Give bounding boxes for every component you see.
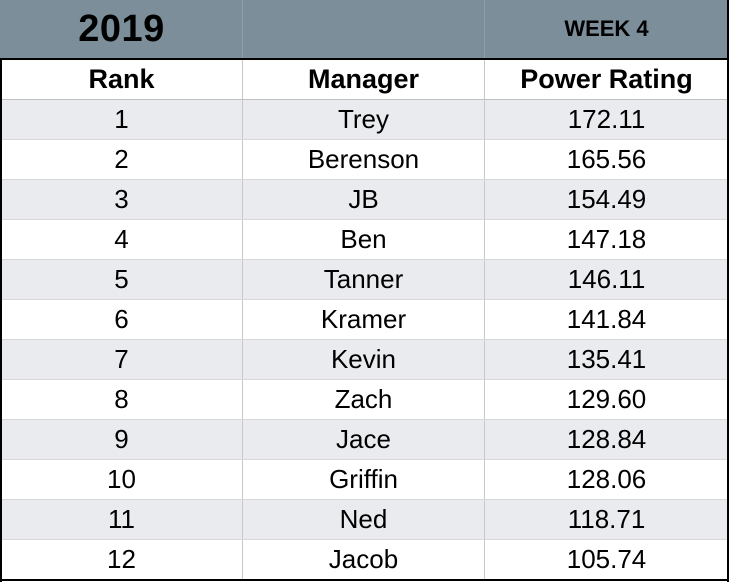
power-rating-cell[interactable]: 154.49 [484, 179, 729, 220]
rank-cell[interactable]: 4 [0, 219, 243, 260]
rank-cell[interactable]: 7 [0, 339, 243, 380]
manager-header[interactable]: Manager [242, 59, 485, 100]
table-row: 3 JB 154.49 [0, 179, 729, 220]
power-rating-cell[interactable]: 118.71 [484, 499, 729, 540]
power-rating-cell[interactable]: 128.06 [484, 459, 729, 500]
table-right-border [727, 0, 729, 582]
manager-cell[interactable]: Zach [242, 379, 485, 420]
rank-cell[interactable]: 3 [0, 179, 243, 220]
manager-cell[interactable]: Kramer [242, 299, 485, 340]
column-header-row: Rank Manager Power Rating [0, 59, 729, 100]
table-row: 1 Trey 172.11 [0, 99, 729, 140]
manager-cell[interactable]: Jace [242, 419, 485, 460]
rank-cell[interactable]: 8 [0, 379, 243, 420]
table-row: 11 Ned 118.71 [0, 499, 729, 540]
title-row: 2019 WEEK 4 [0, 0, 729, 60]
rank-cell[interactable]: 2 [0, 139, 243, 180]
power-rating-cell[interactable]: 146.11 [484, 259, 729, 300]
power-rating-cell[interactable]: 172.11 [484, 99, 729, 140]
rank-cell[interactable]: 10 [0, 459, 243, 500]
table-row: 12 Jacob 105.74 [0, 539, 729, 581]
power-rating-cell[interactable]: 135.41 [484, 339, 729, 380]
title-middle-cell[interactable] [242, 0, 485, 60]
table-row: 5 Tanner 146.11 [0, 259, 729, 300]
power-rating-header[interactable]: Power Rating [484, 59, 729, 100]
table-row: 8 Zach 129.60 [0, 379, 729, 420]
manager-cell[interactable]: Kevin [242, 339, 485, 380]
table-row: 6 Kramer 141.84 [0, 299, 729, 340]
power-rating-cell[interactable]: 165.56 [484, 139, 729, 180]
rank-cell[interactable]: 5 [0, 259, 243, 300]
rank-cell[interactable]: 12 [0, 539, 243, 581]
year-cell[interactable]: 2019 [0, 0, 243, 60]
power-rating-cell[interactable]: 147.18 [484, 219, 729, 260]
manager-cell[interactable]: Ben [242, 219, 485, 260]
table-row: 10 Griffin 128.06 [0, 459, 729, 500]
rank-cell[interactable]: 9 [0, 419, 243, 460]
power-rating-cell[interactable]: 128.84 [484, 419, 729, 460]
power-rating-cell[interactable]: 105.74 [484, 539, 729, 581]
table-row: 2 Berenson 165.56 [0, 139, 729, 180]
manager-cell[interactable]: Griffin [242, 459, 485, 500]
manager-cell[interactable]: Trey [242, 99, 485, 140]
table-row: 9 Jace 128.84 [0, 419, 729, 460]
rank-header[interactable]: Rank [0, 59, 243, 100]
rank-cell[interactable]: 6 [0, 299, 243, 340]
manager-cell[interactable]: Ned [242, 499, 485, 540]
rank-cell[interactable]: 11 [0, 499, 243, 540]
manager-cell[interactable]: Jacob [242, 539, 485, 581]
week-cell[interactable]: WEEK 4 [484, 0, 729, 60]
power-rating-cell[interactable]: 129.60 [484, 379, 729, 420]
table-left-border [0, 60, 2, 582]
manager-cell[interactable]: JB [242, 179, 485, 220]
rank-cell[interactable]: 1 [0, 99, 243, 140]
manager-cell[interactable]: Berenson [242, 139, 485, 180]
week-label: WEEK 4 [564, 16, 649, 41]
power-rating-cell[interactable]: 141.84 [484, 299, 729, 340]
year-label: 2019 [78, 7, 165, 50]
table-row: 7 Kevin 135.41 [0, 339, 729, 380]
manager-cell[interactable]: Tanner [242, 259, 485, 300]
table-row: 4 Ben 147.18 [0, 219, 729, 260]
